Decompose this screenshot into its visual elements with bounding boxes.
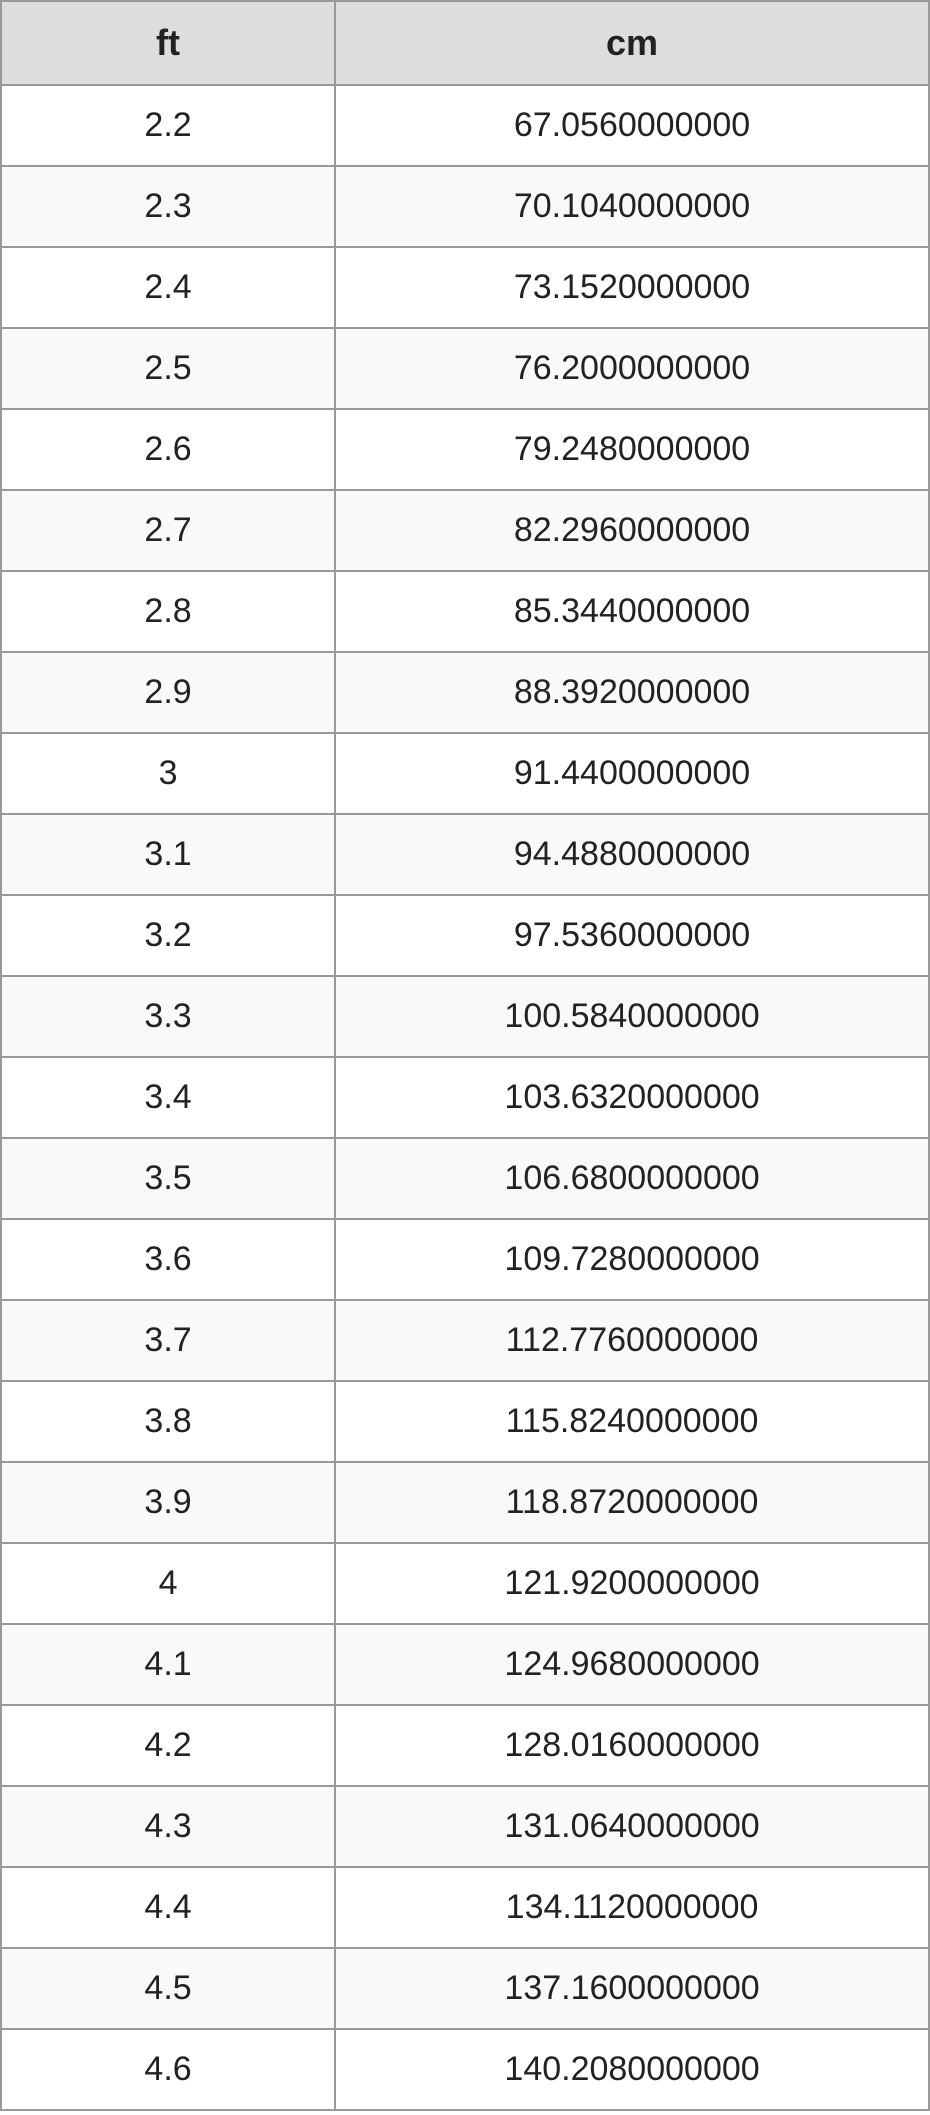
cell-ft: 4.3 (1, 1786, 335, 1867)
cell-ft: 2.3 (1, 166, 335, 247)
cell-ft: 3 (1, 733, 335, 814)
cell-ft: 2.7 (1, 490, 335, 571)
cell-ft: 4.2 (1, 1705, 335, 1786)
table-row: 3.6109.7280000000 (1, 1219, 929, 1300)
cell-cm: 121.9200000000 (335, 1543, 929, 1624)
table-row: 4121.9200000000 (1, 1543, 929, 1624)
table-row: 2.782.2960000000 (1, 490, 929, 571)
cell-ft: 2.5 (1, 328, 335, 409)
cell-ft: 3.2 (1, 895, 335, 976)
table-row: 3.8115.8240000000 (1, 1381, 929, 1462)
cell-cm: 137.1600000000 (335, 1948, 929, 2029)
cell-cm: 118.8720000000 (335, 1462, 929, 1543)
cell-ft: 2.2 (1, 85, 335, 166)
table-body: 2.267.0560000000 2.370.1040000000 2.473.… (1, 85, 929, 2110)
cell-cm: 106.6800000000 (335, 1138, 929, 1219)
cell-ft: 4.4 (1, 1867, 335, 1948)
cell-cm: 134.1120000000 (335, 1867, 929, 1948)
table-row: 3.5106.6800000000 (1, 1138, 929, 1219)
cell-cm: 73.1520000000 (335, 247, 929, 328)
conversion-table: ft cm 2.267.0560000000 2.370.1040000000 … (0, 0, 930, 2111)
cell-ft: 2.8 (1, 571, 335, 652)
cell-ft: 3.8 (1, 1381, 335, 1462)
cell-ft: 4.6 (1, 2029, 335, 2110)
cell-ft: 3.5 (1, 1138, 335, 1219)
cell-cm: 140.2080000000 (335, 2029, 929, 2110)
cell-cm: 97.5360000000 (335, 895, 929, 976)
table-row: 4.4134.1120000000 (1, 1867, 929, 1948)
cell-ft: 3.4 (1, 1057, 335, 1138)
cell-cm: 94.4880000000 (335, 814, 929, 895)
cell-cm: 112.7760000000 (335, 1300, 929, 1381)
cell-ft: 3.1 (1, 814, 335, 895)
cell-ft: 2.9 (1, 652, 335, 733)
cell-ft: 2.6 (1, 409, 335, 490)
table-row: 2.988.3920000000 (1, 652, 929, 733)
cell-cm: 128.0160000000 (335, 1705, 929, 1786)
cell-cm: 76.2000000000 (335, 328, 929, 409)
column-header-cm: cm (335, 1, 929, 85)
table-header-row: ft cm (1, 1, 929, 85)
cell-cm: 109.7280000000 (335, 1219, 929, 1300)
cell-cm: 82.2960000000 (335, 490, 929, 571)
cell-ft: 3.9 (1, 1462, 335, 1543)
table-row: 3.194.4880000000 (1, 814, 929, 895)
cell-ft: 4 (1, 1543, 335, 1624)
cell-ft: 2.4 (1, 247, 335, 328)
cell-cm: 124.9680000000 (335, 1624, 929, 1705)
cell-ft: 4.5 (1, 1948, 335, 2029)
cell-cm: 115.8240000000 (335, 1381, 929, 1462)
cell-ft: 3.6 (1, 1219, 335, 1300)
table-row: 4.2128.0160000000 (1, 1705, 929, 1786)
cell-cm: 103.6320000000 (335, 1057, 929, 1138)
cell-ft: 3.7 (1, 1300, 335, 1381)
table-row: 2.576.2000000000 (1, 328, 929, 409)
table-row: 391.4400000000 (1, 733, 929, 814)
cell-cm: 70.1040000000 (335, 166, 929, 247)
column-header-ft: ft (1, 1, 335, 85)
table-row: 3.9118.8720000000 (1, 1462, 929, 1543)
cell-cm: 85.3440000000 (335, 571, 929, 652)
table-row: 2.267.0560000000 (1, 85, 929, 166)
table-row: 3.4103.6320000000 (1, 1057, 929, 1138)
table-row: 4.3131.0640000000 (1, 1786, 929, 1867)
cell-ft: 3.3 (1, 976, 335, 1057)
table-row: 2.885.3440000000 (1, 571, 929, 652)
table-row: 4.6140.2080000000 (1, 2029, 929, 2110)
cell-cm: 131.0640000000 (335, 1786, 929, 1867)
cell-cm: 67.0560000000 (335, 85, 929, 166)
table-row: 3.7112.7760000000 (1, 1300, 929, 1381)
cell-ft: 4.1 (1, 1624, 335, 1705)
table-row: 2.473.1520000000 (1, 247, 929, 328)
cell-cm: 100.5840000000 (335, 976, 929, 1057)
cell-cm: 91.4400000000 (335, 733, 929, 814)
table-row: 4.5137.1600000000 (1, 1948, 929, 2029)
table-row: 4.1124.9680000000 (1, 1624, 929, 1705)
table-row: 3.3100.5840000000 (1, 976, 929, 1057)
table-row: 2.370.1040000000 (1, 166, 929, 247)
cell-cm: 79.2480000000 (335, 409, 929, 490)
cell-cm: 88.3920000000 (335, 652, 929, 733)
table-row: 3.297.5360000000 (1, 895, 929, 976)
table-row: 2.679.2480000000 (1, 409, 929, 490)
